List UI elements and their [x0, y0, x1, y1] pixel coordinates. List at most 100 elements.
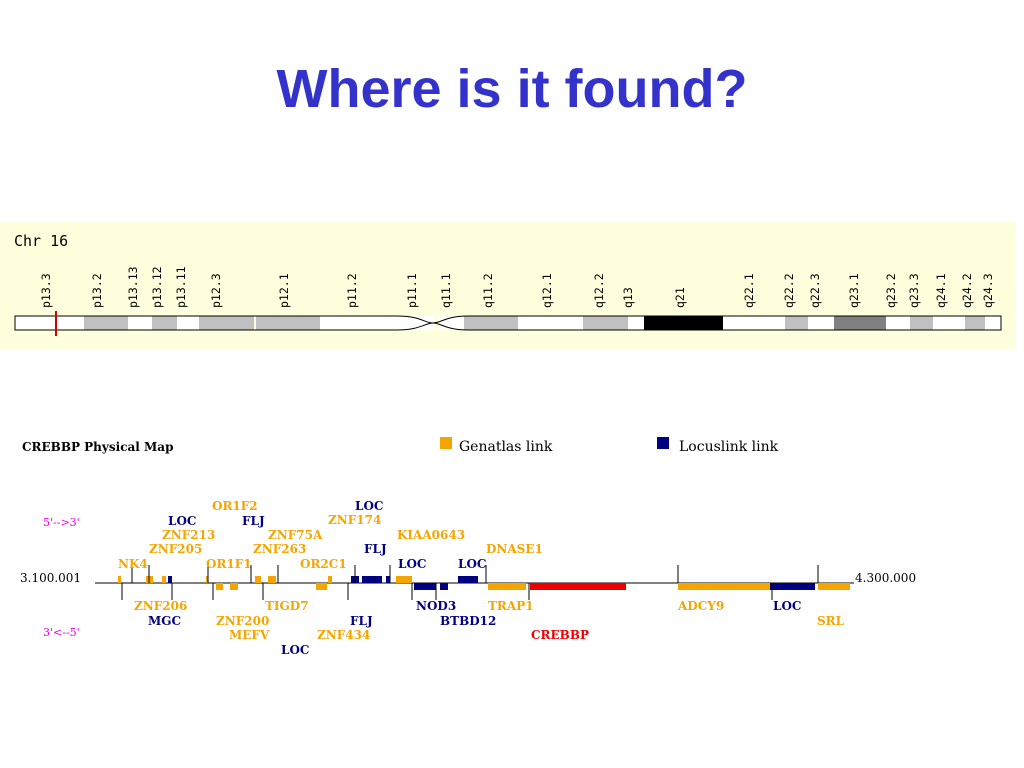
start-coordinate: 3.100.001 [20, 571, 81, 585]
band-label-q22-2: q22.2 [782, 273, 796, 308]
gene-label[interactable]: ZNF200 [216, 614, 269, 628]
band-q22-3[interactable] [808, 316, 834, 330]
gene-block[interactable] [818, 583, 850, 590]
band-q12-2[interactable] [583, 316, 628, 330]
gene-block[interactable] [678, 583, 770, 590]
band-label-q24-2: q24.2 [960, 273, 974, 308]
band-q11-2[interactable] [464, 316, 518, 330]
gene-block[interactable] [316, 583, 327, 590]
gene-label[interactable]: ADCY9 [677, 599, 724, 613]
gene-label[interactable]: ZNF434 [317, 628, 370, 642]
gene-block[interactable] [328, 576, 332, 583]
gene-label[interactable]: CREBBP [531, 628, 589, 642]
gene-label[interactable]: NOD3 [416, 599, 456, 613]
gene-label[interactable]: LOC [458, 557, 486, 571]
legend-label-locuslink[interactable]: Locuslink link [679, 439, 779, 455]
band-label-p12-1: p12.1 [277, 273, 291, 308]
gene-label[interactable]: ZNF205 [149, 542, 202, 556]
band-label-q22-3: q22.3 [808, 273, 822, 308]
band-q23-2[interactable] [886, 316, 910, 330]
gene-label[interactable]: DNASE1 [486, 542, 543, 556]
band-label-p13-3: p13.3 [39, 273, 53, 308]
chromosome-label: Chr 16 [14, 232, 68, 250]
gene-block[interactable] [255, 576, 261, 583]
gene-label[interactable]: KIAA0643 [397, 528, 465, 542]
gene-label[interactable]: LOC [355, 499, 383, 513]
gene-label[interactable]: OR1F2 [212, 499, 258, 513]
band-label-p11-2: p11.2 [345, 273, 359, 308]
gene-block[interactable] [162, 576, 166, 583]
gene-block[interactable] [168, 576, 172, 583]
gene-label[interactable]: FLJ [350, 614, 373, 628]
gene-label[interactable]: OR2C1 [300, 557, 347, 571]
band-p12-3[interactable] [199, 316, 254, 330]
gene-label[interactable]: OR1F1 [206, 557, 252, 571]
legend-label-genatlas[interactable]: Genatlas link [459, 439, 553, 455]
band-p13-12[interactable] [152, 316, 177, 330]
band-label-q11-1: q11.1 [439, 273, 453, 308]
band-p13-3[interactable] [15, 316, 84, 330]
chromosome-outline [14, 315, 1002, 331]
band-label-q12-2: q12.2 [592, 273, 606, 308]
band-q13[interactable] [628, 316, 644, 330]
band-q22-2[interactable] [785, 316, 808, 330]
gene-label[interactable]: MGC [148, 614, 181, 628]
gene-label[interactable]: ZNF174 [328, 513, 381, 527]
gene-label[interactable]: ZNF213 [162, 528, 215, 542]
gene-block[interactable] [386, 576, 390, 583]
gene-block[interactable] [206, 576, 208, 583]
gene-label[interactable]: FLJ [364, 542, 387, 556]
gene-label[interactable]: TIGD7 [265, 599, 309, 613]
gene-block[interactable] [770, 583, 815, 590]
band-label-p11-1: p11.1 [405, 273, 419, 308]
gene-label[interactable]: NK4 [118, 557, 148, 571]
gene-block[interactable] [362, 576, 382, 583]
gene-label[interactable]: LOC [281, 643, 309, 657]
band-q12-1[interactable] [518, 316, 583, 330]
band-q21[interactable] [644, 316, 723, 330]
gene-label[interactable]: LOC [168, 514, 196, 528]
band-p13-2[interactable] [84, 316, 128, 330]
gene-block[interactable] [488, 583, 526, 590]
gene-label[interactable]: BTBD12 [440, 614, 496, 628]
gene-label[interactable]: SRL [817, 614, 845, 628]
band-label-q24-3: q24.3 [981, 273, 995, 308]
band-p13-13[interactable] [128, 316, 152, 330]
legend-swatch-locuslink [657, 437, 669, 449]
gene-label[interactable]: MEFV [229, 628, 270, 642]
gene-block[interactable] [216, 583, 223, 590]
gene-label[interactable]: LOC [773, 599, 801, 613]
gene-label[interactable]: ZNF206 [134, 599, 187, 613]
band-q23-3[interactable] [910, 316, 933, 330]
strand-forward-label: 5'-->3' [43, 516, 80, 529]
band-label-q23-3: q23.3 [907, 273, 921, 308]
band-q22-1[interactable] [723, 316, 785, 330]
gene-block[interactable] [268, 576, 276, 583]
slide-title: Where is it found? [276, 59, 748, 119]
band-q24-3[interactable] [985, 316, 1001, 330]
band-label-p13-2: p13.2 [90, 273, 104, 308]
gene-label[interactable]: LOC [398, 557, 426, 571]
band-q24-2[interactable] [965, 316, 985, 330]
band-label-p13-13: p13.13 [126, 266, 140, 308]
gene-block[interactable] [530, 583, 626, 590]
gene-label[interactable]: TRAP1 [488, 599, 534, 613]
band-label-q13: q13 [621, 287, 635, 308]
gene-label[interactable]: ZNF263 [253, 542, 306, 556]
physical-map-svg: CREBBP Physical Map Genatlas link Locusl… [20, 437, 916, 657]
gene-block[interactable] [440, 583, 448, 590]
band-q24-1[interactable] [933, 316, 965, 330]
gene-block[interactable] [396, 576, 412, 583]
band-p13-11[interactable] [177, 316, 199, 330]
band-label-q21: q21 [673, 287, 687, 308]
gene-block[interactable] [230, 583, 238, 590]
band-q23-1[interactable] [834, 316, 886, 330]
gene-block[interactable] [458, 576, 478, 583]
gene-label[interactable]: ZNF75A [268, 528, 323, 542]
physical-map-title: CREBBP Physical Map [22, 440, 173, 454]
band-p12-1[interactable] [256, 316, 320, 330]
gene-label[interactable]: FLJ [242, 514, 265, 528]
band-p11-2[interactable] [320, 316, 400, 330]
gene-block[interactable] [414, 583, 436, 590]
gene-block[interactable] [118, 576, 121, 583]
